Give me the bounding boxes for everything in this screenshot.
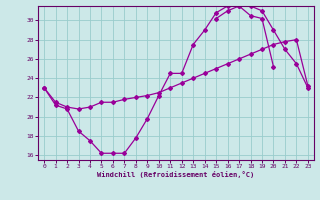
X-axis label: Windchill (Refroidissement éolien,°C): Windchill (Refroidissement éolien,°C) (97, 171, 255, 178)
